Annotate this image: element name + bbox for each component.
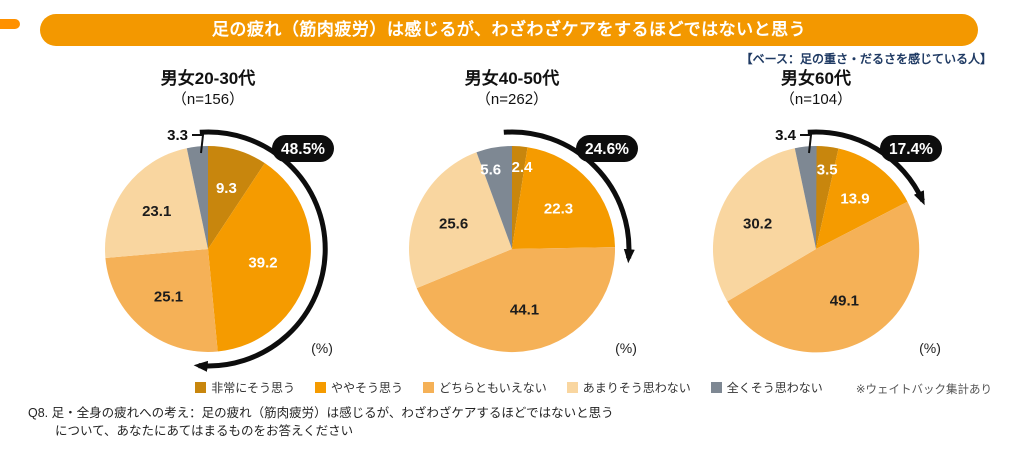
question-line-2: について、あなたにあてはまるものをお答えください bbox=[55, 423, 354, 438]
chart-panel-20-30: 男女20-30代 （n=156） 9.3 39.2 25.1 23.1 3.3 48.5%… bbox=[58, 68, 358, 381]
slice-label: 30.2 bbox=[743, 215, 772, 232]
trend-arrow bbox=[807, 129, 925, 206]
chart-title: 男女20-30代 bbox=[160, 69, 256, 88]
slice-label: 13.9 bbox=[840, 190, 869, 207]
pie-slice bbox=[105, 249, 218, 352]
legend: 非常にそう思う ややそう思う どちらともいえない あまりそう思わない 全くそう思… bbox=[0, 379, 1018, 396]
slice-label: 25.6 bbox=[439, 215, 468, 232]
legend-label: どちらともいえない bbox=[438, 381, 547, 395]
percent-unit-label: (%) bbox=[919, 340, 941, 356]
pie-slice bbox=[408, 152, 512, 289]
chart-title: 男女40-50代 bbox=[464, 69, 560, 88]
pie-slice bbox=[208, 163, 311, 352]
slice-label: 49.1 bbox=[830, 292, 859, 309]
pie-slice bbox=[208, 146, 265, 249]
slice-label: 44.1 bbox=[510, 302, 539, 319]
pie-chart-svg: 3.513.9 49.1 30.2 3.4 17.4% (%) bbox=[712, 127, 942, 356]
question-line-1: Q8. 足・全身の疲れへの考え：足の疲れ（筋肉疲労）は感じるが、わざわざケアする… bbox=[28, 406, 614, 420]
trend-arrow bbox=[193, 129, 328, 372]
legend-label: 非常にそう思う bbox=[211, 381, 295, 395]
chart-title: 男女60代 bbox=[781, 69, 851, 88]
legend-item: どちらともいえない bbox=[422, 379, 547, 396]
pie-slice bbox=[794, 145, 817, 249]
slice-label: 39.2 bbox=[248, 255, 277, 272]
agree-badge-label: 24.6% bbox=[585, 141, 629, 158]
outside-slice-label: 3.3 bbox=[167, 127, 188, 144]
agree-badge bbox=[272, 135, 334, 162]
legend-label: ややそう思う bbox=[330, 381, 403, 395]
percent-unit-label: (%) bbox=[311, 340, 333, 356]
pie-slice bbox=[727, 201, 920, 353]
legend-item: 非常にそう思う bbox=[195, 379, 295, 396]
legend-swatch bbox=[195, 382, 207, 393]
chart-panel-40-50: 男女40-50代 （n=262） 2.4 22.3 44.1 25.6 5.6 24.6%… bbox=[362, 68, 662, 381]
base-note: 【ベース：足の重さ・だるさを感じている人】 bbox=[740, 52, 992, 66]
slice-label: 23.1 bbox=[142, 203, 171, 220]
percent-unit-label: (%) bbox=[615, 340, 637, 356]
charts-row: 男女20-30代 （n=156） 9.3 39.2 25.1 23.1 3.3 48.5%… bbox=[0, 66, 1018, 381]
legend-swatch bbox=[710, 382, 722, 393]
trend-arrow bbox=[503, 129, 635, 264]
pie-slice bbox=[712, 148, 816, 302]
chart-panel-60: 男女60代 （n=104） 3.5 13.9 49.1 30.2 3.4 17.4% (%) bbox=[666, 68, 966, 381]
agree-badge bbox=[880, 135, 942, 162]
slice-label: 2.4 bbox=[512, 159, 534, 176]
report-title: 足の疲れ（筋肉疲労）は感じるが、わざわざケアをするほどではないと思う bbox=[211, 20, 807, 39]
footer-row: 非常にそう思う ややそう思う どちらともいえない あまりそう思わない 全くそう思… bbox=[0, 379, 1018, 397]
legend-swatch bbox=[422, 382, 434, 393]
slice-label: 25.1 bbox=[154, 289, 183, 306]
legend-label: 全くそう思わない bbox=[726, 381, 823, 395]
legend-label: あまりそう思わない bbox=[582, 381, 691, 395]
outside-slice-label: 3.4 bbox=[775, 127, 797, 144]
pie-slice bbox=[816, 146, 839, 249]
chart-sample-size: （n=156） bbox=[171, 91, 245, 108]
pie-chart-svg: 2.4 22.3 44.1 25.6 5.6 24.6% (%) bbox=[408, 129, 638, 356]
legend-swatch bbox=[566, 382, 578, 393]
slice-label: 3.5 bbox=[817, 161, 838, 178]
pie-slice bbox=[512, 146, 528, 249]
agree-badge-label: 17.4% bbox=[889, 141, 933, 158]
chart-sample-size: （n=262） bbox=[475, 91, 549, 108]
pie-chart-svg: 9.3 39.2 25.1 23.1 3.3 48.5% (%) bbox=[105, 127, 334, 372]
question-text: Q8. 足・全身の疲れへの考え：足の疲れ（筋肉疲労）は感じるが、わざわざケアする… bbox=[28, 405, 1018, 440]
report-title-banner: 足の疲れ（筋肉疲労）は感じるが、わざわざケアをするほどではないと思う bbox=[40, 14, 978, 46]
pie-slice bbox=[105, 148, 208, 258]
pie-slice bbox=[416, 247, 616, 353]
weight-note: ※ウェイトバック集計あり bbox=[855, 384, 992, 396]
legend-item: 全くそう思わない bbox=[710, 379, 823, 396]
pie-slice bbox=[512, 147, 615, 249]
corner-decoration bbox=[0, 19, 20, 29]
pie-slice bbox=[186, 146, 208, 249]
legend-item: ややそう思う bbox=[314, 379, 403, 396]
agree-badge bbox=[576, 135, 638, 162]
legend-swatch bbox=[314, 382, 326, 393]
slice-label: 22.3 bbox=[544, 200, 573, 217]
slice-label: 5.6 bbox=[480, 161, 501, 178]
legend-item: あまりそう思わない bbox=[566, 379, 691, 396]
label-connector bbox=[192, 134, 205, 154]
pie-slice bbox=[816, 148, 908, 249]
label-connector bbox=[800, 134, 813, 154]
chart-sample-size: （n=104） bbox=[779, 91, 853, 108]
slice-label: 9.3 bbox=[216, 180, 237, 197]
pie-slice bbox=[476, 146, 512, 249]
agree-badge-label: 48.5% bbox=[281, 141, 325, 158]
